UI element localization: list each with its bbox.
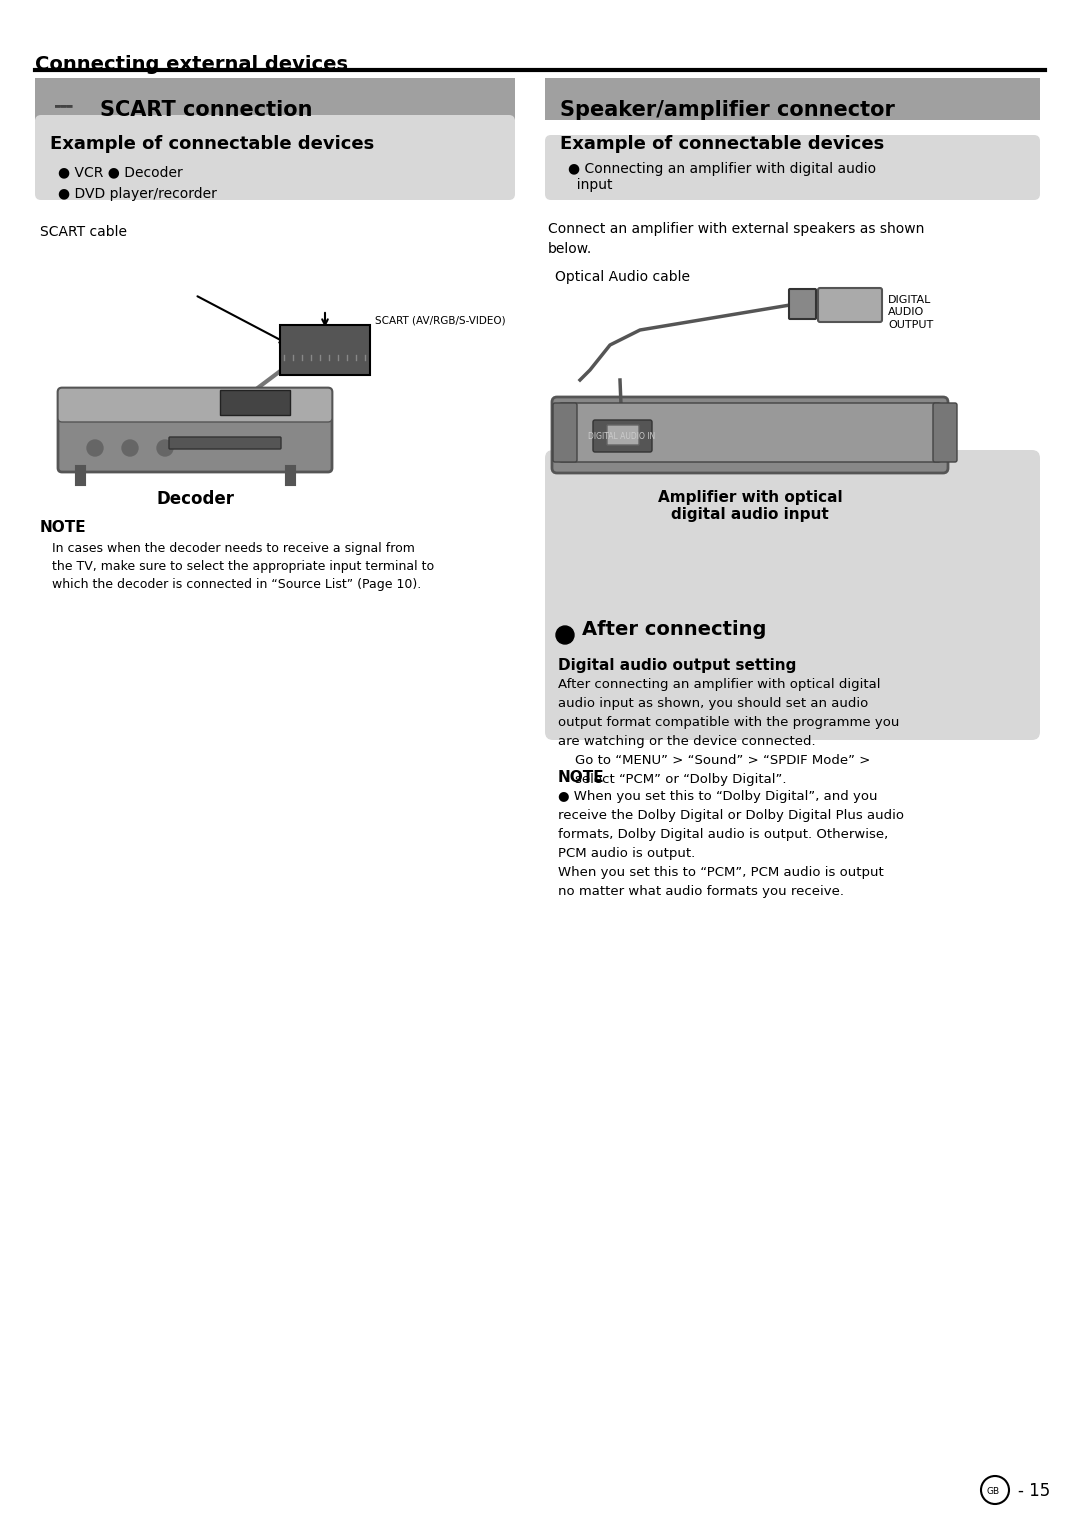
- Text: Amplifier with optical
digital audio input: Amplifier with optical digital audio inp…: [658, 490, 842, 522]
- FancyBboxPatch shape: [607, 424, 639, 444]
- Text: In cases when the decoder needs to receive a signal from
the TV, make sure to se: In cases when the decoder needs to recei…: [52, 542, 434, 591]
- Text: SCART cable: SCART cable: [40, 225, 127, 239]
- Text: Digital audio output setting: Digital audio output setting: [558, 659, 796, 673]
- Text: Optical Audio cable: Optical Audio cable: [555, 270, 690, 283]
- Circle shape: [122, 440, 138, 457]
- FancyBboxPatch shape: [545, 135, 1040, 201]
- Text: Connecting external devices: Connecting external devices: [35, 55, 348, 74]
- FancyBboxPatch shape: [553, 403, 577, 463]
- FancyBboxPatch shape: [789, 290, 816, 319]
- Text: ● DVD player/recorder: ● DVD player/recorder: [58, 187, 217, 201]
- FancyBboxPatch shape: [552, 397, 948, 473]
- Text: ● VCR ● Decoder: ● VCR ● Decoder: [58, 165, 183, 179]
- FancyBboxPatch shape: [35, 78, 515, 119]
- Text: NOTE: NOTE: [40, 519, 86, 535]
- Text: DIGITAL
AUDIO
OUTPUT: DIGITAL AUDIO OUTPUT: [888, 296, 933, 329]
- FancyBboxPatch shape: [280, 325, 370, 375]
- Text: ▬▬▬: ▬▬▬: [55, 100, 72, 110]
- Text: NOTE: NOTE: [558, 771, 605, 784]
- Text: SCART (AV/RGB/S-VIDEO): SCART (AV/RGB/S-VIDEO): [375, 316, 505, 325]
- Text: SCART connection: SCART connection: [100, 100, 312, 119]
- FancyBboxPatch shape: [168, 437, 281, 449]
- Text: GB: GB: [986, 1486, 1000, 1495]
- Text: ● Connecting an amplifier with digital audio
  input: ● Connecting an amplifier with digital a…: [568, 162, 876, 192]
- Text: Connect an amplifier with external speakers as shown
below.: Connect an amplifier with external speak…: [548, 222, 924, 256]
- Circle shape: [981, 1475, 1009, 1504]
- FancyBboxPatch shape: [818, 288, 882, 322]
- Text: - 15: - 15: [1018, 1481, 1050, 1500]
- Text: Example of connectable devices: Example of connectable devices: [50, 135, 375, 153]
- Circle shape: [87, 440, 103, 457]
- FancyBboxPatch shape: [58, 388, 332, 421]
- FancyBboxPatch shape: [545, 78, 1040, 119]
- FancyBboxPatch shape: [545, 450, 1040, 740]
- FancyBboxPatch shape: [558, 403, 942, 463]
- Circle shape: [556, 627, 573, 643]
- Text: ● When you set this to “Dolby Digital”, and you
receive the Dolby Digital or Dol: ● When you set this to “Dolby Digital”, …: [558, 791, 904, 898]
- FancyBboxPatch shape: [220, 391, 291, 415]
- FancyBboxPatch shape: [58, 388, 332, 472]
- Text: DIGITAL AUDIO IN: DIGITAL AUDIO IN: [589, 432, 656, 441]
- Text: Speaker/amplifier connector: Speaker/amplifier connector: [561, 100, 895, 119]
- Text: After connecting: After connecting: [582, 620, 767, 639]
- Circle shape: [157, 440, 173, 457]
- Text: After connecting an amplifier with optical digital
audio input as shown, you sho: After connecting an amplifier with optic…: [558, 679, 900, 786]
- FancyBboxPatch shape: [933, 403, 957, 463]
- Text: Decoder: Decoder: [156, 490, 234, 509]
- FancyBboxPatch shape: [593, 420, 652, 452]
- Text: Example of connectable devices: Example of connectable devices: [561, 135, 885, 153]
- FancyBboxPatch shape: [35, 115, 515, 201]
